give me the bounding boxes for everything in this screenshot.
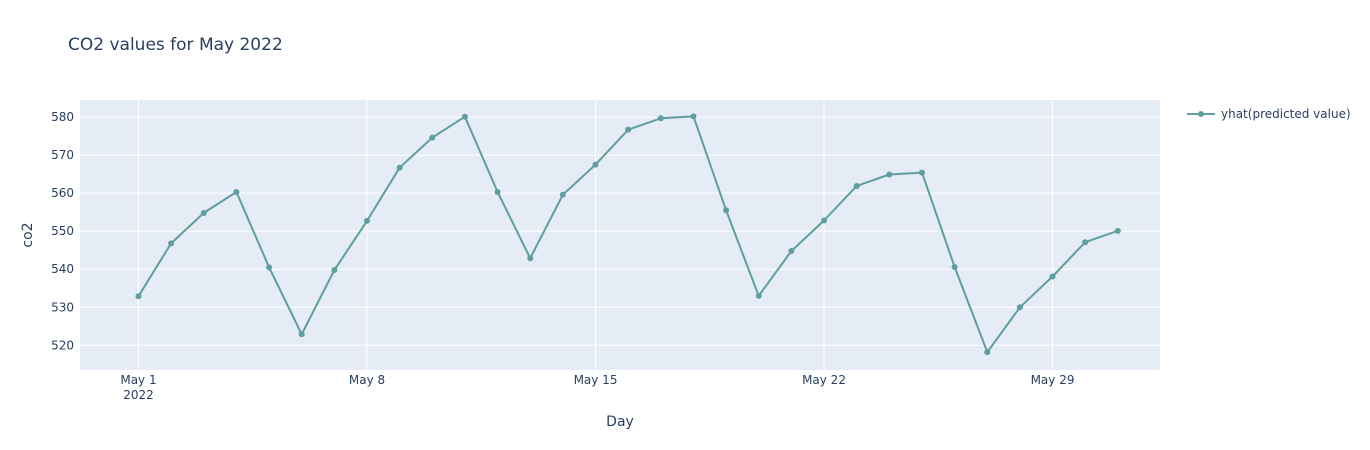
y-tick-label: 520 — [51, 338, 74, 352]
data-point[interactable] — [461, 113, 468, 120]
data-point[interactable] — [331, 266, 338, 273]
data-point[interactable] — [429, 134, 436, 141]
data-point[interactable] — [690, 113, 697, 120]
data-point[interactable] — [755, 292, 762, 299]
data-point[interactable] — [298, 331, 305, 338]
y-tick-label: 570 — [51, 148, 74, 162]
data-point[interactable] — [364, 217, 371, 224]
y-axis-ticks: 520 530 540 550 560 570 580 — [51, 110, 74, 352]
data-point[interactable] — [1082, 239, 1089, 246]
data-point[interactable] — [396, 164, 403, 171]
data-point[interactable] — [200, 209, 207, 216]
data-point[interactable] — [951, 263, 958, 270]
legend-label: yhat(predicted value) — [1221, 107, 1351, 121]
gridlines — [80, 100, 1160, 370]
data-point[interactable] — [233, 189, 240, 196]
data-point[interactable] — [494, 189, 501, 196]
data-point[interactable] — [853, 182, 860, 189]
y-tick-label: 540 — [51, 262, 74, 276]
y-tick-label: 560 — [51, 186, 74, 200]
y-tick-label: 530 — [51, 300, 74, 314]
x-tick-sublabel: 2022 — [123, 388, 154, 402]
x-tick-label: May 8 — [349, 373, 385, 387]
data-point[interactable] — [657, 115, 664, 122]
data-point[interactable] — [625, 126, 632, 133]
data-point[interactable] — [984, 349, 991, 356]
data-point[interactable] — [918, 169, 925, 176]
data-point[interactable] — [1016, 304, 1023, 311]
legend-marker — [1198, 111, 1204, 117]
series-group — [135, 113, 1121, 356]
data-point[interactable] — [168, 240, 175, 247]
x-tick-label: May 15 — [574, 373, 618, 387]
data-point[interactable] — [1049, 273, 1056, 280]
data-point[interactable] — [527, 255, 534, 262]
data-point[interactable] — [1114, 227, 1121, 234]
x-axis-title: Day — [606, 414, 634, 430]
data-point[interactable] — [788, 247, 795, 254]
plot-area — [80, 100, 1160, 370]
x-tick-label: May 1 — [120, 373, 156, 387]
data-point[interactable] — [559, 191, 566, 198]
data-point[interactable] — [135, 293, 142, 300]
data-point[interactable] — [592, 161, 599, 168]
y-tick-label: 580 — [51, 110, 74, 124]
x-tick-label: May 22 — [802, 373, 846, 387]
x-tick-label: May 29 — [1031, 373, 1075, 387]
y-axis-title: co2 — [20, 222, 36, 247]
data-point[interactable] — [821, 217, 828, 224]
data-point[interactable] — [886, 171, 893, 178]
y-tick-label: 550 — [51, 224, 74, 238]
data-point[interactable] — [723, 207, 730, 214]
data-point[interactable] — [266, 264, 273, 271]
chart-title: CO2 values for May 2022 — [68, 35, 283, 55]
legend[interactable]: yhat(predicted value) — [1187, 107, 1351, 121]
